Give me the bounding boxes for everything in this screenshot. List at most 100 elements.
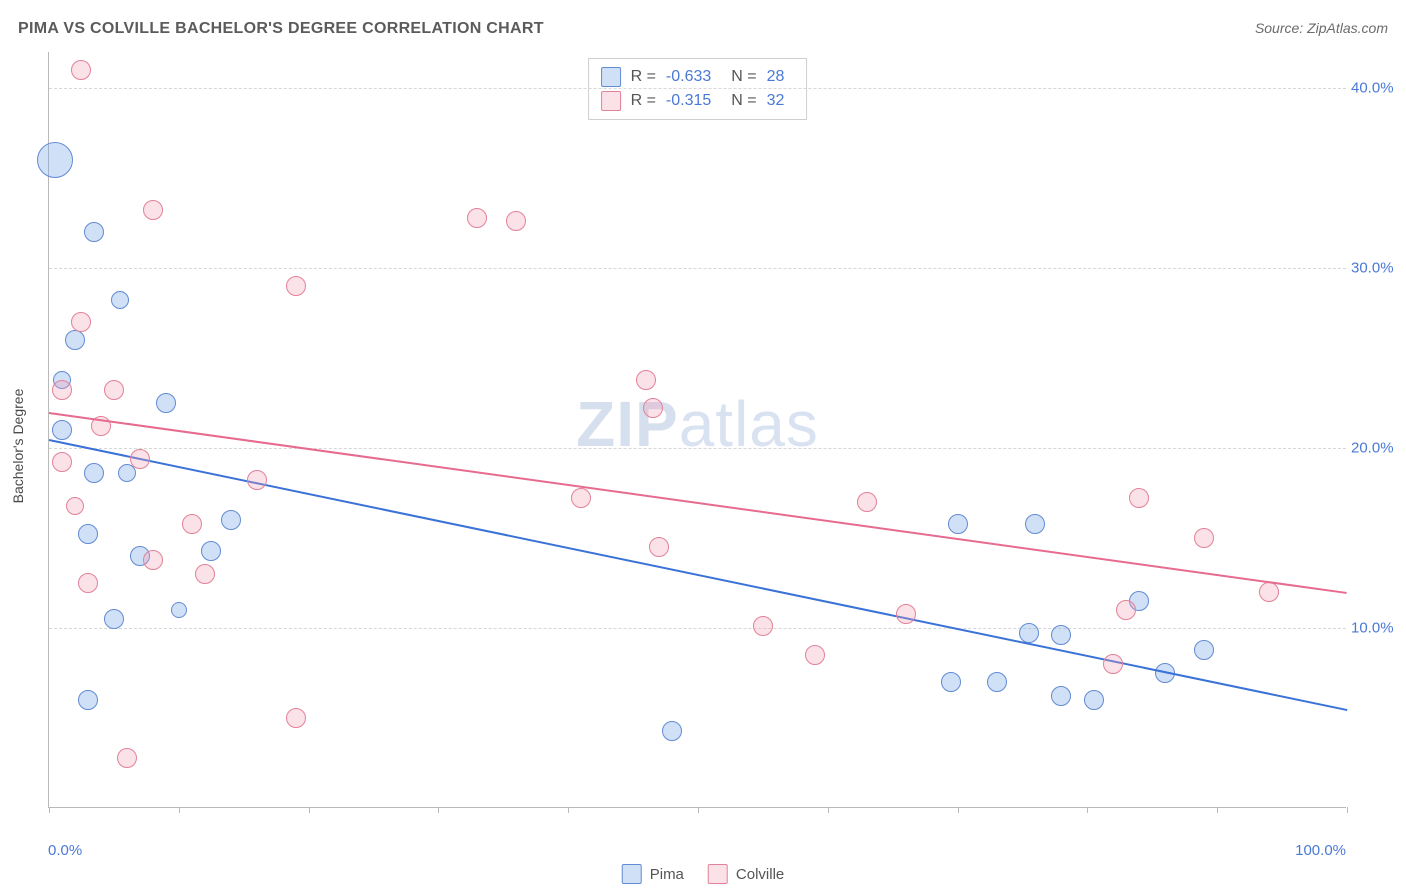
stat-label-r: R = [631, 92, 656, 110]
y-tick-label: 10.0% [1351, 620, 1406, 637]
watermark: ZIPatlas [576, 387, 819, 461]
gridline [49, 268, 1346, 269]
data-point [1051, 625, 1071, 645]
legend-item-pima: Pima [622, 864, 684, 884]
data-point [65, 330, 85, 350]
data-point [71, 60, 91, 80]
data-point [506, 211, 526, 231]
data-point [37, 142, 73, 178]
swatch-icon [601, 91, 621, 111]
swatch-icon [622, 864, 642, 884]
data-point [467, 208, 487, 228]
stat-label-n: N = [731, 68, 756, 86]
data-point [286, 708, 306, 728]
data-point [1025, 514, 1045, 534]
data-point [286, 276, 306, 296]
data-point [857, 492, 877, 512]
x-tick [1087, 807, 1088, 813]
stat-value-n: 28 [767, 68, 785, 86]
stat-label-r: R = [631, 68, 656, 86]
data-point [182, 514, 202, 534]
y-tick-label: 40.0% [1351, 80, 1406, 97]
stat-value-r: -0.315 [666, 92, 711, 110]
swatch-icon [708, 864, 728, 884]
data-point [1259, 582, 1279, 602]
trend-line [49, 412, 1347, 594]
stats-row-colville: R = -0.315 N = 32 [601, 89, 795, 113]
data-point [805, 645, 825, 665]
x-tick [828, 807, 829, 813]
data-point [1194, 640, 1214, 660]
data-point [84, 222, 104, 242]
x-tick [568, 807, 569, 813]
data-point [78, 573, 98, 593]
x-tick [1217, 807, 1218, 813]
gridline [49, 88, 1346, 89]
title-bar: PIMA VS COLVILLE BACHELOR'S DEGREE CORRE… [18, 20, 1388, 38]
data-point [78, 690, 98, 710]
data-point [636, 370, 656, 390]
data-point [941, 672, 961, 692]
x-tick [958, 807, 959, 813]
data-point [52, 380, 72, 400]
legend-item-colville: Colville [708, 864, 784, 884]
data-point [71, 312, 91, 332]
data-point [78, 524, 98, 544]
data-point [117, 748, 137, 768]
data-point [643, 398, 663, 418]
x-tick [49, 807, 50, 813]
data-point [1129, 488, 1149, 508]
data-point [84, 463, 104, 483]
data-point [649, 537, 669, 557]
data-point [143, 200, 163, 220]
stat-label-n: N = [731, 92, 756, 110]
data-point [52, 420, 72, 440]
swatch-icon [601, 67, 621, 87]
trend-line [49, 439, 1347, 711]
stats-box: R = -0.633 N = 28 R = -0.315 N = 32 [588, 58, 808, 120]
data-point [948, 514, 968, 534]
data-point [1194, 528, 1214, 548]
data-point [111, 291, 129, 309]
data-point [247, 470, 267, 490]
data-point [104, 609, 124, 629]
data-point [104, 380, 124, 400]
x-tick [438, 807, 439, 813]
data-point [66, 497, 84, 515]
data-point [1103, 654, 1123, 674]
data-point [143, 550, 163, 570]
data-point [1051, 686, 1071, 706]
data-point [201, 541, 221, 561]
data-point [171, 602, 187, 618]
y-tick-label: 30.0% [1351, 260, 1406, 277]
data-point [896, 604, 916, 624]
source-attribution: Source: ZipAtlas.com [1255, 20, 1388, 36]
stats-row-pima: R = -0.633 N = 28 [601, 65, 795, 89]
gridline [49, 448, 1346, 449]
gridline [49, 628, 1346, 629]
legend-label: Colville [736, 866, 784, 883]
x-tick [698, 807, 699, 813]
plot-area: ZIPatlas R = -0.633 N = 28 R = -0.315 N … [48, 52, 1346, 808]
legend-label: Pima [650, 866, 684, 883]
series-legend: Pima Colville [622, 864, 785, 884]
data-point [571, 488, 591, 508]
data-point [221, 510, 241, 530]
y-axis-label: Bachelor's Degree [10, 389, 26, 504]
data-point [1084, 690, 1104, 710]
stat-value-r: -0.633 [666, 68, 711, 86]
x-tick [309, 807, 310, 813]
x-tick [179, 807, 180, 813]
data-point [987, 672, 1007, 692]
data-point [1116, 600, 1136, 620]
y-tick-label: 20.0% [1351, 440, 1406, 457]
data-point [130, 449, 150, 469]
stat-value-n: 32 [767, 92, 785, 110]
x-tick [1347, 807, 1348, 813]
data-point [662, 721, 682, 741]
data-point [52, 452, 72, 472]
x-axis-max-label: 100.0% [1295, 842, 1346, 859]
x-axis-min-label: 0.0% [48, 842, 82, 859]
data-point [195, 564, 215, 584]
data-point [753, 616, 773, 636]
